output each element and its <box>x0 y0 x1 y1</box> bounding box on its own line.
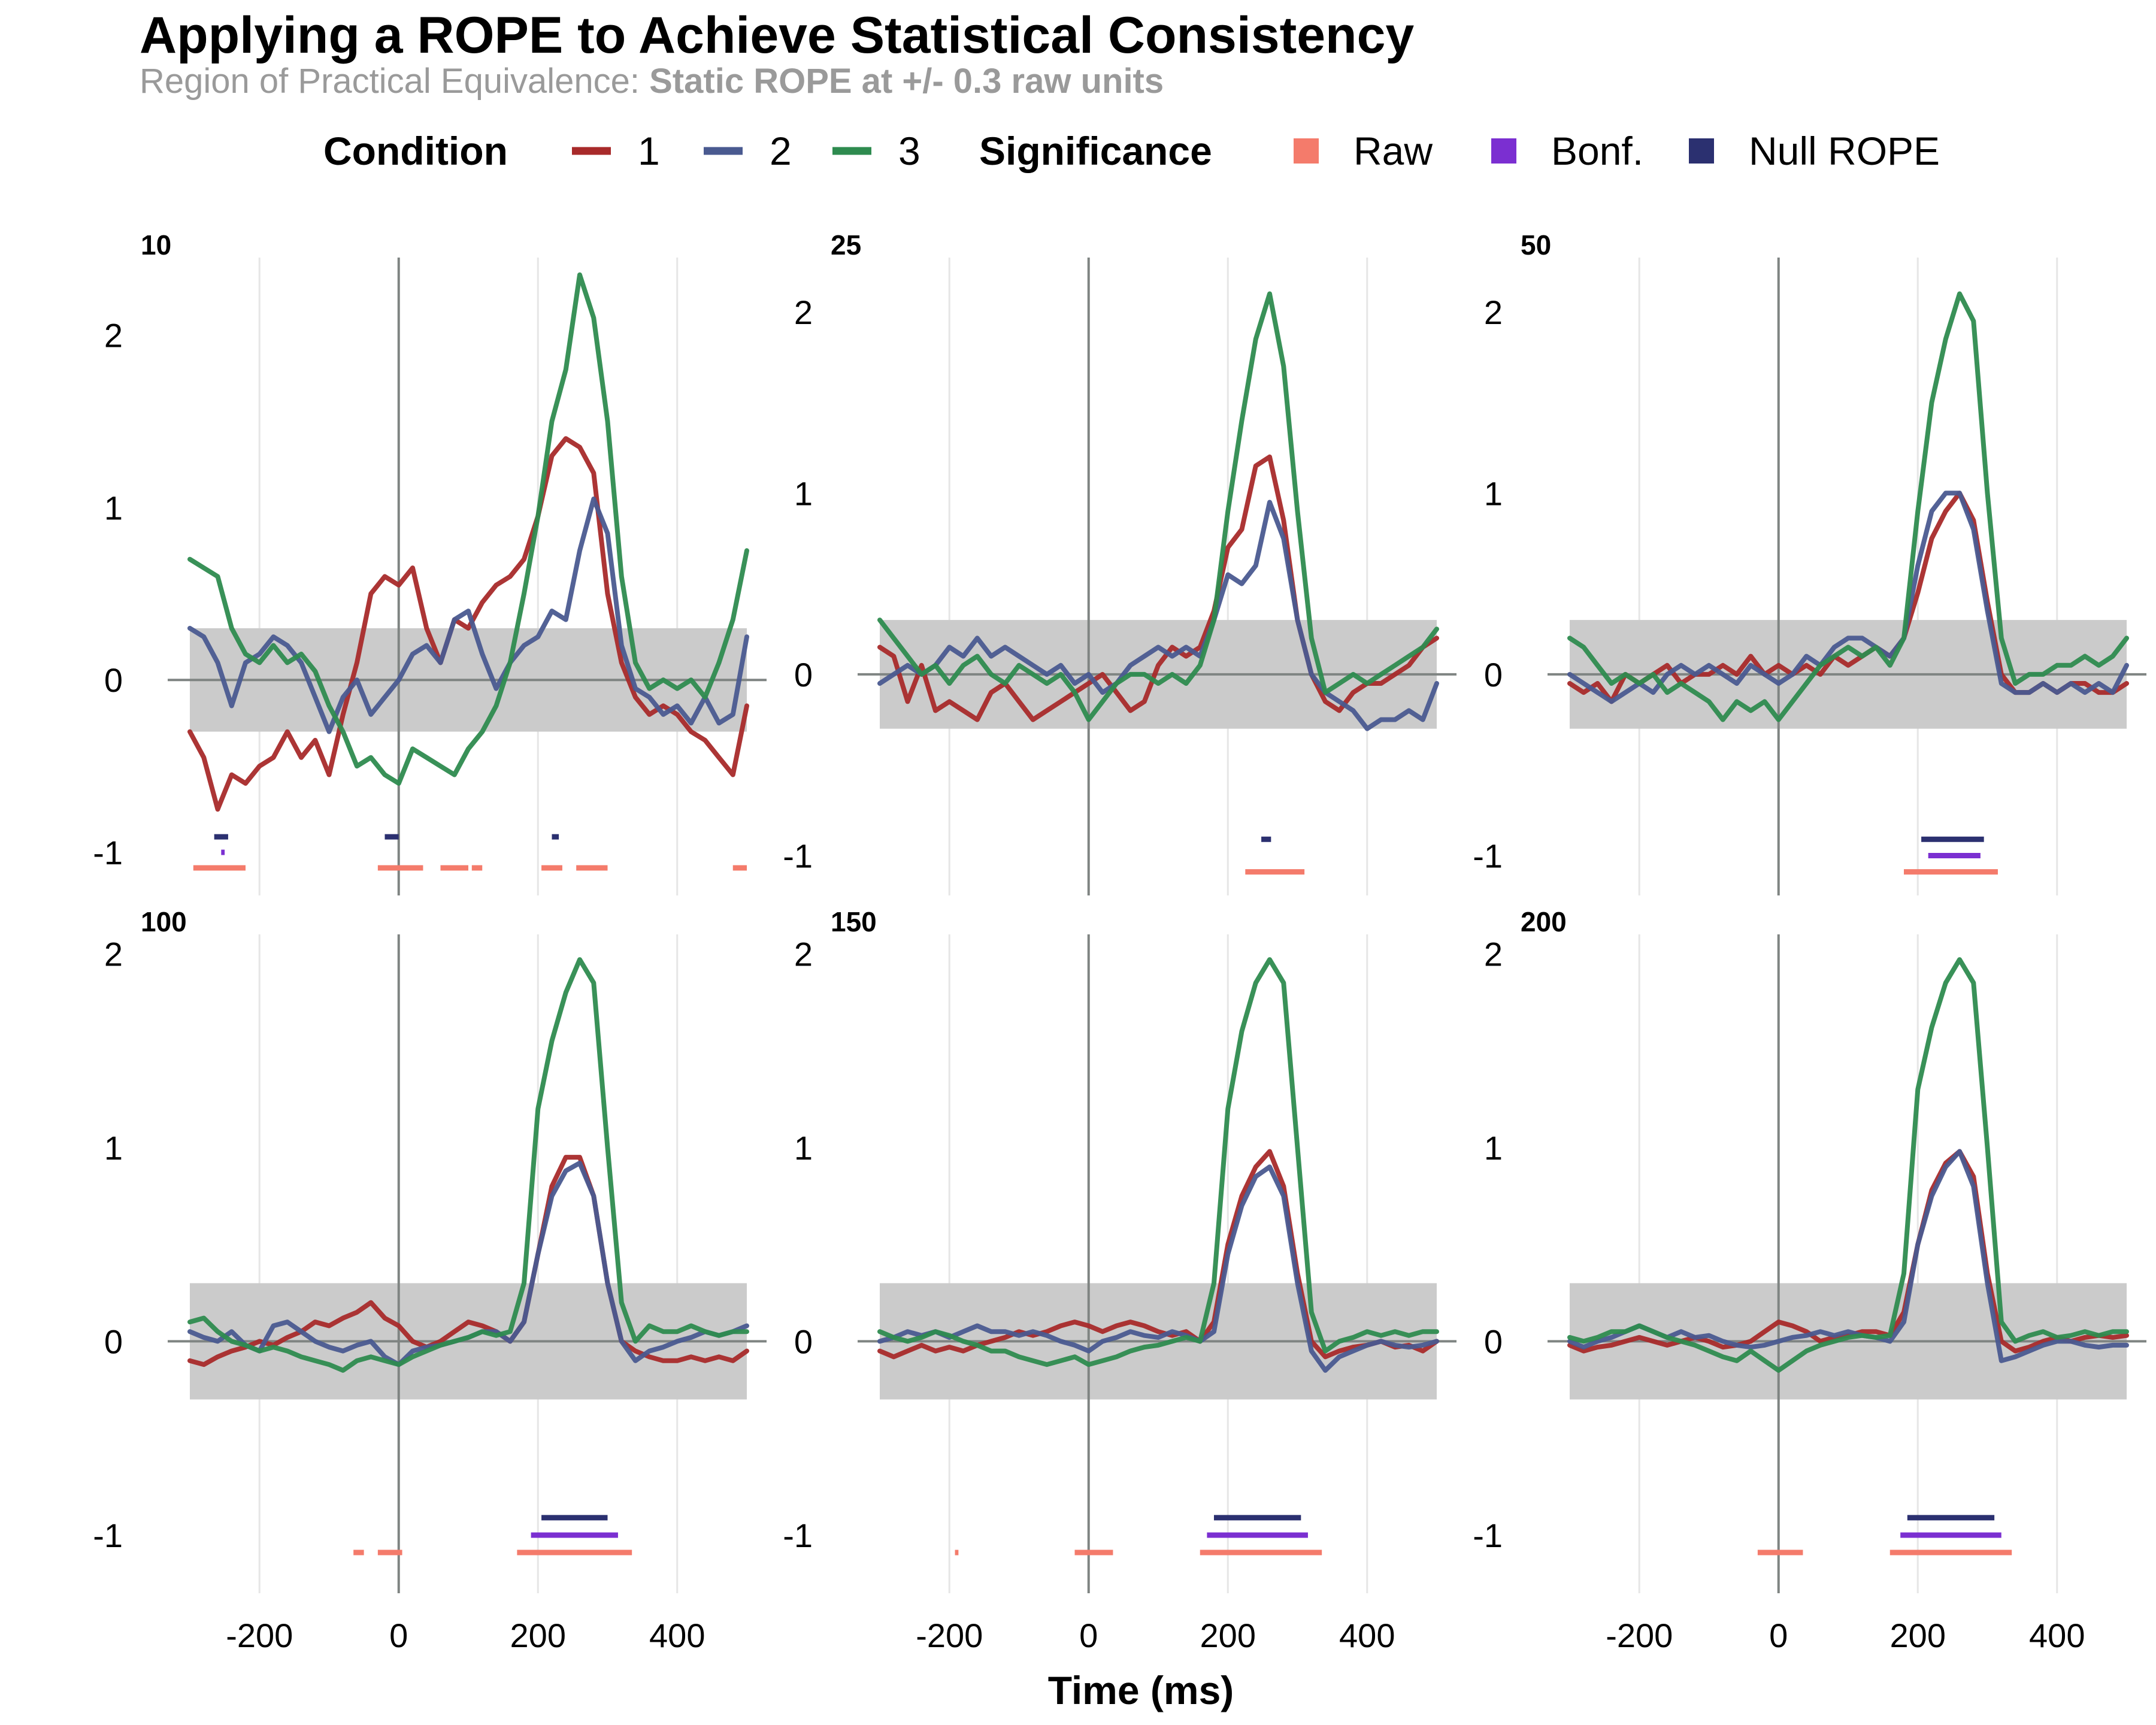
y-tick-label: 0 <box>1484 1322 1503 1360</box>
y-tick-label: 1 <box>104 1129 123 1167</box>
legend-key-bonf <box>1491 138 1516 164</box>
series-line-condition-3 <box>1567 957 2129 1373</box>
x-tick-label: 400 <box>1339 1617 1395 1654</box>
panel-label: 200 <box>1521 906 1567 937</box>
y-tick-label: -1 <box>1473 837 1503 874</box>
y-tick-label: 0 <box>794 656 813 694</box>
series-line-condition-2 <box>1567 491 2129 704</box>
y-tick-label: 2 <box>104 935 123 973</box>
x-tick-label: 200 <box>510 1617 566 1654</box>
series-line-condition-2 <box>187 497 749 734</box>
y-tick-label: -1 <box>1473 1517 1503 1554</box>
x-tick-label: 200 <box>1200 1617 1256 1654</box>
series-line-condition-1 <box>877 1149 1439 1360</box>
x-tick-label: 400 <box>649 1617 705 1654</box>
legend-significance-title: Significance <box>979 129 1212 173</box>
x-axis-title: Time (ms) <box>1048 1668 1234 1712</box>
y-tick-label: -1 <box>783 837 813 874</box>
y-tick-label: 2 <box>794 935 813 973</box>
legend-label-condition-3: 3 <box>898 129 920 173</box>
x-tick-label: 200 <box>1890 1617 1946 1654</box>
series-line-condition-1 <box>187 436 749 812</box>
y-tick-label: 2 <box>104 317 123 355</box>
legend-label-raw: Raw <box>1353 129 1433 173</box>
y-tick-label: 1 <box>1484 1129 1503 1167</box>
legend-label-condition-2: 2 <box>770 129 792 173</box>
y-tick-label: 0 <box>1484 656 1503 694</box>
y-tick-label: 0 <box>794 1322 813 1360</box>
panel-200: 200 -1 0 1 2 -200 0 200 400 <box>1473 906 2146 1654</box>
panel-label: 50 <box>1521 229 1551 261</box>
chart-title: Applying a ROPE to Achieve Statistical C… <box>140 7 1414 64</box>
series-line-condition-3 <box>187 957 749 1373</box>
x-tick-label: -200 <box>916 1617 983 1654</box>
legend-label-null-rope: Null ROPE <box>1749 129 1940 173</box>
chart-subtitle: Region of Practical Equivalence: Static … <box>140 62 1164 101</box>
legend-condition-title: Condition <box>323 129 508 173</box>
x-tick-label: 0 <box>1079 1617 1098 1654</box>
subtitle-prefix: Region of Practical Equivalence: <box>140 62 649 101</box>
x-tick-label: -200 <box>1606 1617 1673 1654</box>
y-tick-label: -1 <box>783 1517 813 1554</box>
x-tick-label: 0 <box>389 1617 408 1654</box>
y-tick-label: 2 <box>794 293 813 331</box>
series-line-condition-3 <box>187 272 749 786</box>
series-line-condition-2 <box>877 500 1439 731</box>
y-tick-label: 1 <box>794 1129 813 1167</box>
y-tick-label: 2 <box>1484 293 1503 331</box>
x-tick-label: 400 <box>2029 1617 2085 1654</box>
panel-label: 100 <box>141 906 187 937</box>
series-line-condition-2 <box>877 1164 1439 1373</box>
subtitle-bold: Static ROPE at +/- 0.3 raw units <box>649 62 1164 101</box>
series-line-condition-1 <box>187 1155 749 1367</box>
y-tick-label: 1 <box>794 474 813 512</box>
legend-key-raw <box>1294 138 1319 164</box>
y-tick-label: 0 <box>104 1322 123 1360</box>
x-tick-label: -200 <box>226 1617 293 1654</box>
legend-label-condition-1: 1 <box>638 129 660 173</box>
y-tick-label: 0 <box>104 661 123 699</box>
panel-25: 25 -1 0 1 2 <box>783 229 1456 895</box>
panel-50: 50 -1 0 1 2 <box>1473 229 2146 895</box>
y-tick-label: 1 <box>104 489 123 526</box>
legend-key-null-rope <box>1689 138 1714 164</box>
panel-label: 150 <box>831 906 877 937</box>
x-tick-label: 0 <box>1769 1617 1788 1654</box>
series-line-condition-3 <box>877 291 1439 722</box>
series-line-condition-3 <box>1567 291 2129 722</box>
y-tick-label: 1 <box>1484 474 1503 512</box>
series-line-condition-3 <box>877 957 1439 1367</box>
panel-label: 10 <box>141 229 171 261</box>
y-tick-label: -1 <box>93 1517 123 1554</box>
legend: Condition 1 2 3 Significance Raw Bonf. Null ROP… <box>323 129 1940 173</box>
legend-label-bonf: Bonf. <box>1551 129 1643 173</box>
y-tick-label: -1 <box>93 834 123 871</box>
panel-150: 150 -1 0 1 2 -200 0 200 400 <box>783 906 1456 1654</box>
panel-label: 25 <box>831 229 861 261</box>
panel-10: 10 -1 0 1 2 <box>93 229 767 895</box>
y-tick-label: 2 <box>1484 935 1503 973</box>
panel-100: 100 -1 0 1 2 -200 0 200 400 <box>93 906 767 1654</box>
